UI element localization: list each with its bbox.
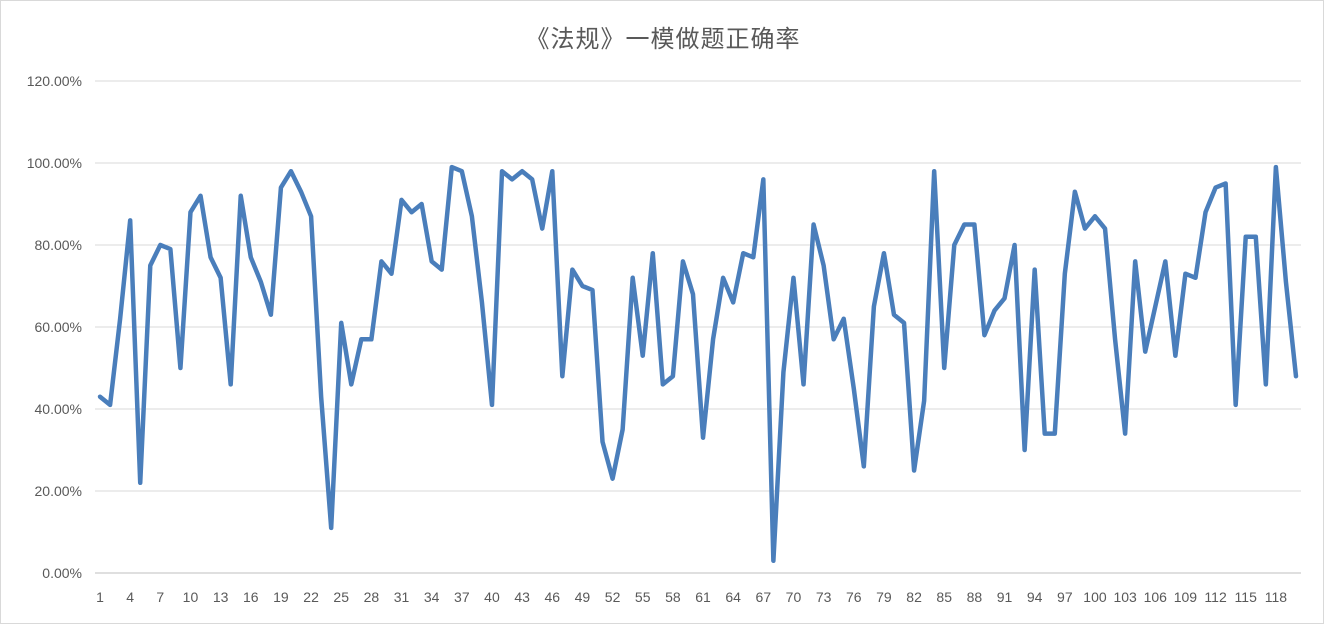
x-tick-label: 43	[514, 589, 530, 605]
x-tick-label: 10	[183, 589, 199, 605]
y-tick-label: 20.00%	[35, 483, 82, 499]
x-tick-label: 19	[273, 589, 289, 605]
x-tick-label: 70	[786, 589, 802, 605]
x-tick-label: 34	[424, 589, 440, 605]
x-tick-label: 67	[756, 589, 772, 605]
y-tick-label: 60.00%	[35, 319, 82, 335]
x-tick-label: 1	[96, 589, 104, 605]
x-tick-label: 76	[846, 589, 862, 605]
x-tick-label: 85	[936, 589, 952, 605]
y-tick-label: 100.00%	[27, 155, 82, 171]
x-tick-label: 37	[454, 589, 470, 605]
x-tick-label: 22	[303, 589, 319, 605]
x-tick-label: 79	[876, 589, 892, 605]
x-tick-label: 64	[725, 589, 741, 605]
x-tick-label: 109	[1174, 589, 1198, 605]
x-tick-label: 118	[1265, 589, 1288, 605]
y-tick-label: 0.00%	[42, 565, 82, 581]
x-tick-label: 55	[635, 589, 651, 605]
x-tick-label: 91	[997, 589, 1013, 605]
x-tick-label: 94	[1027, 589, 1043, 605]
x-tick-label: 25	[333, 589, 349, 605]
x-tick-label: 13	[213, 589, 229, 605]
x-tick-label: 112	[1204, 589, 1227, 605]
y-tick-label: 40.00%	[35, 401, 82, 417]
x-tick-label: 82	[906, 589, 922, 605]
y-tick-label: 80.00%	[35, 237, 82, 253]
x-axis-tick-labels: 1 4 7 10 13 16 19 22 25 28 31 34 37 40 43 46 49 52 55 58 61 6…	[96, 589, 1287, 605]
x-tick-label: 16	[243, 589, 259, 605]
x-tick-label: 97	[1057, 589, 1073, 605]
x-tick-label: 28	[364, 589, 380, 605]
x-tick-label: 7	[156, 589, 164, 605]
x-tick-label: 58	[665, 589, 681, 605]
x-tick-label: 106	[1144, 589, 1168, 605]
x-tick-label: 61	[695, 589, 711, 605]
y-axis-tick-labels: 0.00% 20.00% 40.00% 60.00% 80.00% 100.00% 120.…	[27, 73, 82, 581]
x-tick-label: 100	[1083, 589, 1107, 605]
x-tick-label: 49	[575, 589, 591, 605]
series-layer	[100, 167, 1296, 561]
x-tick-label: 46	[544, 589, 560, 605]
x-tick-label: 115	[1235, 589, 1258, 605]
x-tick-label: 103	[1113, 589, 1137, 605]
x-tick-label: 52	[605, 589, 621, 605]
x-tick-label: 73	[816, 589, 832, 605]
x-tick-label: 4	[126, 589, 134, 605]
x-tick-label: 31	[394, 589, 410, 605]
y-tick-label: 120.00%	[27, 73, 82, 89]
gridlines	[95, 81, 1301, 491]
x-tick-label: 40	[484, 589, 500, 605]
x-tick-label: 88	[967, 589, 983, 605]
series-line	[100, 167, 1296, 561]
